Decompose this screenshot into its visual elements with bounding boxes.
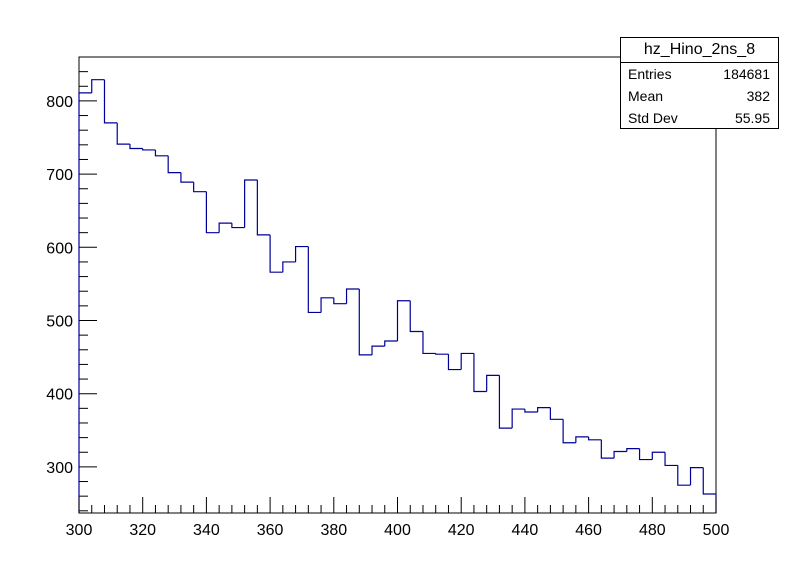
histogram-bin <box>256 179 271 236</box>
stats-value: 55.95 <box>734 110 770 126</box>
histogram-bin <box>116 122 130 145</box>
histogram-bin <box>486 374 500 392</box>
x-tick-label: 340 <box>193 522 220 539</box>
histogram-bin <box>422 331 436 355</box>
histogram-bin <box>129 144 143 150</box>
histogram-bin <box>626 447 640 452</box>
histogram-bin <box>193 182 207 193</box>
y-tick-label: 300 <box>46 460 73 477</box>
histogram-bin <box>282 261 296 273</box>
x-tick-label: 460 <box>575 522 602 539</box>
stats-row-mean: Mean 382 <box>621 85 778 107</box>
stats-label: Mean <box>628 88 664 104</box>
histogram-bin <box>307 246 322 314</box>
histogram-bin <box>537 407 551 412</box>
histogram-bin <box>358 289 373 356</box>
histogram-bin <box>167 155 181 174</box>
histogram-bin <box>244 179 258 228</box>
histogram-bin <box>180 172 194 183</box>
histogram-bin <box>588 436 602 441</box>
stats-value: 184681 <box>723 66 770 82</box>
histogram-bin <box>333 297 347 305</box>
histogram-bin <box>689 467 704 486</box>
x-tick-label: 300 <box>66 522 93 539</box>
y-tick-label: 500 <box>46 313 73 330</box>
histogram-bin <box>294 245 309 262</box>
histogram-bin <box>447 354 462 371</box>
histogram-bin <box>562 419 576 444</box>
histogram-bin <box>91 79 105 93</box>
histogram-bin <box>600 439 615 459</box>
x-tick-label: 400 <box>384 522 411 539</box>
histogram-bin <box>575 436 589 443</box>
histogram-bin <box>511 408 525 429</box>
histogram-bin <box>396 300 411 341</box>
histogram-bin <box>154 149 169 157</box>
histogram-bin <box>103 79 118 124</box>
histogram-bins <box>78 79 717 513</box>
x-tick-label: 380 <box>320 522 347 539</box>
histogram-bin <box>473 353 487 393</box>
histogram-bin <box>320 297 334 313</box>
histogram-bin <box>460 352 474 370</box>
histogram-bin <box>409 300 423 333</box>
histogram-bin <box>78 92 92 513</box>
stats-value: 382 <box>746 88 770 104</box>
x-tick-label: 360 <box>257 522 284 539</box>
histogram-bin <box>664 452 678 467</box>
histogram-bin <box>435 353 449 355</box>
x-tick-label: 320 <box>129 522 156 539</box>
stats-label: Std Dev <box>628 110 678 126</box>
histogram-bin <box>218 222 232 233</box>
stats-box: hz_Hino_2ns_8 Entries 184681 Mean 382 St… <box>620 37 779 129</box>
histogram-bin <box>613 450 627 459</box>
stats-row-entries: Entries 184681 <box>621 63 778 85</box>
x-axis-ticks: 300 320 340 360 380 400 420 440 460 480 500 <box>66 497 730 539</box>
histogram-bin <box>524 409 538 413</box>
histogram-bin <box>498 375 513 429</box>
histogram-bin <box>384 340 398 347</box>
y-axis-ticks: 300 400 500 600 700 800 <box>46 56 97 512</box>
y-tick-label: 700 <box>46 167 73 184</box>
histogram-bin <box>677 465 691 486</box>
stats-title: hz_Hino_2ns_8 <box>621 38 778 63</box>
histogram-bin <box>371 345 385 355</box>
histogram-bin <box>345 288 360 304</box>
histogram-bin <box>651 451 666 460</box>
histogram-bin <box>142 148 156 151</box>
x-tick-label: 420 <box>448 522 475 539</box>
histogram-bin <box>702 467 717 513</box>
histogram-bin <box>231 223 245 229</box>
x-tick-label: 440 <box>512 522 539 539</box>
y-tick-label: 600 <box>46 240 73 257</box>
x-tick-label: 500 <box>703 522 730 539</box>
histogram-bin <box>269 234 283 273</box>
histogram-bin <box>638 448 653 461</box>
histogram-bin <box>549 407 564 420</box>
y-tick-label: 800 <box>46 94 73 111</box>
stats-label: Entries <box>628 66 672 82</box>
stats-row-stddev: Std Dev 55.95 <box>621 107 778 129</box>
y-tick-label: 400 <box>46 387 73 404</box>
histogram-bin <box>205 191 220 234</box>
x-tick-label: 480 <box>639 522 666 539</box>
